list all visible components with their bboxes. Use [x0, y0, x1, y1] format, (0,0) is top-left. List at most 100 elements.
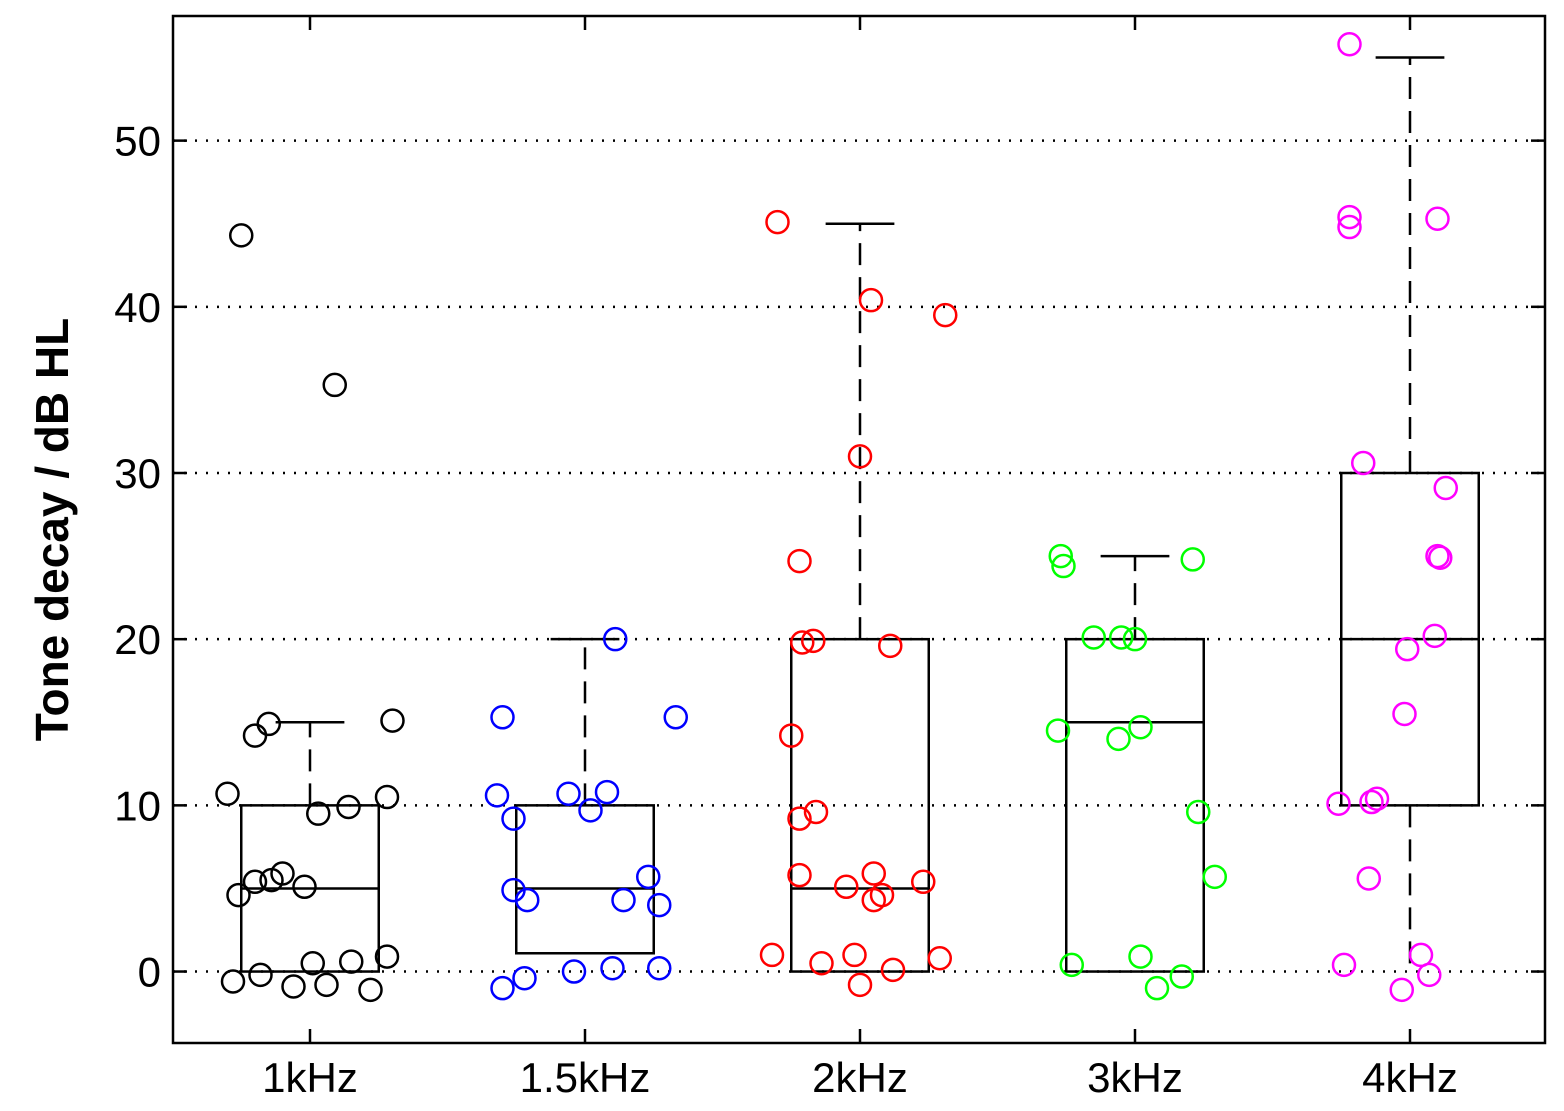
data-point [490, 975, 515, 1001]
y-tick-label-40: 40 [114, 284, 161, 331]
y-tick-label-0: 0 [138, 949, 161, 996]
data-point [1109, 625, 1134, 650]
data-point [600, 955, 625, 981]
points-4kHz [1326, 32, 1458, 1003]
data-point [636, 864, 661, 890]
points-1.5kHz [484, 626, 688, 1001]
data-point [292, 874, 317, 900]
data-point [374, 784, 400, 810]
data-point [1122, 626, 1148, 652]
data-point [1337, 32, 1362, 57]
data-point [842, 942, 867, 968]
box-3kHz [1065, 554, 1205, 973]
points-2kHz [759, 209, 958, 998]
data-point [927, 945, 952, 971]
data-point [1331, 952, 1357, 978]
data-point [248, 962, 273, 988]
data-point [314, 972, 339, 998]
data-point [300, 950, 325, 976]
data-point [1326, 791, 1351, 816]
data-point [787, 806, 812, 831]
box-rect [790, 637, 930, 973]
y-tick-label-30: 30 [114, 450, 161, 497]
data-point [1180, 547, 1205, 572]
data-point [336, 794, 361, 820]
data-point [933, 302, 958, 328]
data-point [490, 705, 515, 730]
data-point [880, 957, 906, 983]
data-point [322, 372, 347, 398]
y-tick-label-50: 50 [114, 118, 161, 165]
box-2kHz [790, 222, 930, 973]
data-point [1144, 975, 1170, 1001]
data-point [242, 869, 268, 895]
data-point [1059, 952, 1084, 978]
data-point [229, 223, 254, 248]
data-point [847, 444, 873, 469]
data-point [501, 806, 526, 831]
data-point [1337, 214, 1362, 240]
data-point [1395, 636, 1420, 662]
data-point [242, 723, 268, 748]
data-point [339, 949, 364, 974]
box-4kHz [1340, 56, 1480, 972]
x-tick-label-2kHz: 2kHz [812, 1054, 908, 1101]
data-point [484, 783, 510, 808]
points-1kHz [215, 223, 405, 1003]
data-point [603, 626, 628, 652]
x-axis-ticks: 1kHz 1.5kHz 2kHz 3kHz 4kHz [262, 16, 1458, 1101]
data-point [380, 708, 405, 733]
box-rect [515, 804, 655, 955]
data-point [226, 882, 251, 908]
data-point [1428, 545, 1453, 571]
data-point [1186, 799, 1211, 825]
box-rect [1065, 637, 1205, 973]
data-point [515, 887, 540, 913]
data-point [790, 630, 815, 655]
points-3kHz [1045, 543, 1227, 1001]
data-points [215, 32, 1458, 1003]
data-point [847, 972, 873, 998]
x-tick-label-1kHz: 1kHz [262, 1054, 358, 1101]
data-point [594, 779, 620, 805]
data-point [1356, 866, 1381, 891]
y-axis-label: Tone decay / dB HL [26, 318, 78, 741]
data-point [611, 887, 636, 913]
data-point [578, 798, 603, 823]
y-tick-label-20: 20 [114, 616, 161, 663]
data-point [1392, 701, 1417, 727]
data-point [215, 781, 240, 806]
data-point [803, 799, 829, 825]
data-point [512, 965, 537, 991]
box-1kHz [240, 721, 380, 973]
data-point [1048, 543, 1073, 569]
data-point [1433, 475, 1458, 501]
data-point [1425, 206, 1450, 231]
data-point [663, 705, 688, 730]
x-tick-label-4kHz: 4kHz [1362, 1054, 1458, 1101]
data-point [765, 209, 790, 235]
data-point [1128, 944, 1153, 969]
x-tick-label-1.5kHz: 1.5kHz [520, 1054, 651, 1101]
data-point [787, 862, 812, 888]
data-point [861, 861, 886, 886]
data-point [858, 287, 884, 313]
data-point [647, 955, 672, 981]
data-point [759, 942, 785, 968]
data-point [1337, 204, 1362, 230]
data-point [878, 633, 903, 659]
data-point [1081, 625, 1106, 650]
data-point [1045, 718, 1071, 743]
data-point [647, 892, 672, 918]
data-point [1128, 715, 1153, 740]
data-point [861, 887, 886, 913]
data-point [374, 944, 400, 969]
data-point [220, 969, 246, 994]
data-point [1359, 789, 1384, 815]
boxes [240, 56, 1480, 973]
data-point [358, 977, 383, 1003]
data-point [556, 781, 581, 806]
data-point [1389, 977, 1414, 1003]
data-point [256, 711, 281, 737]
